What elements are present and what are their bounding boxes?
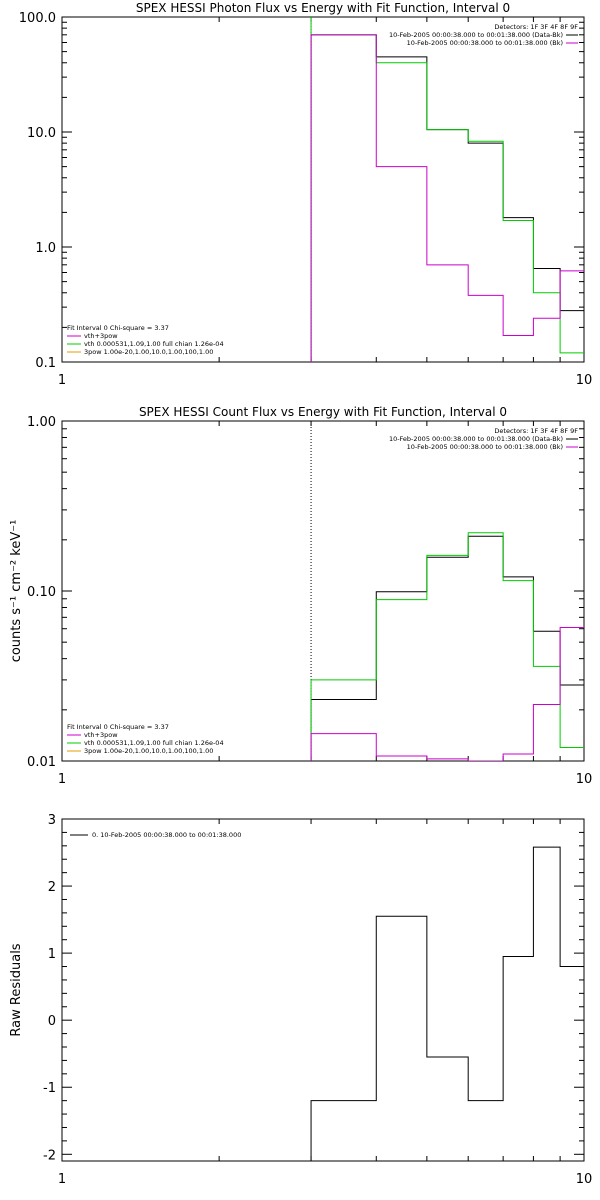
y-tick-label: -2 [43, 1148, 56, 1163]
series-line-data-bk [310, 34, 584, 362]
chart-panel-2: SPEX HESSI Count Flux vs Energy with Fit… [9, 405, 592, 787]
series-line-data-bk [310, 535, 584, 761]
y-tick-label: 3 [48, 813, 56, 828]
legend-entry: 3pow 1.00e-20,1.00,10.0,1.00,100,1.00 [84, 348, 213, 356]
legend-entry: Fit Interval 0 Chi-square = 3.37 [67, 723, 169, 731]
legend-entry: 0. 10-Feb-2005 00:00:38.000 to 00:01:38.… [92, 831, 241, 839]
plot-frame [61, 818, 585, 1162]
chart-title: SPEX HESSI Photon Flux vs Energy with Fi… [136, 1, 510, 15]
legend-entry: vth 0.000531,1.09,1.00 full chian 1.26e-… [84, 340, 224, 348]
legend-entry: 10-Feb-2005 00:00:38.000 to 00:01:38.000… [389, 31, 563, 39]
y-tick-label: 2 [48, 880, 56, 895]
legend-entry: vth+3pow [84, 731, 118, 739]
legend-entry: Detectors: 1F 3F 4F 8F 9F [494, 427, 578, 435]
y-tick-label: 10.0 [27, 126, 56, 141]
plot-area [310, 846, 584, 1161]
y-tick-label: 0.1 [35, 356, 56, 371]
chart-panel-1: SPEX HESSI Photon Flux vs Energy with Fi… [19, 1, 592, 388]
series-line-bk [310, 626, 584, 761]
plot-frame [61, 16, 585, 363]
y-tick-label: 0 [48, 1014, 56, 1029]
y-tick-label: 0.01 [27, 755, 56, 770]
legend-entry: Detectors: 1F 3F 4F 8F 9F [494, 23, 578, 31]
y-tick-label: 0.10 [27, 585, 56, 600]
y-axis-title: Raw Residuals [9, 943, 24, 1036]
x-tick-label: 10 [576, 373, 593, 388]
y-tick-label: 1.00 [27, 415, 56, 430]
x-tick-label: 1 [58, 1172, 66, 1187]
plot-area [310, 17, 584, 362]
legend-entry: 10-Feb-2005 00:00:38.000 to 00:01:38.000… [407, 39, 563, 47]
series-line-residuals [310, 846, 584, 1161]
legend-entry: vth+3pow [84, 332, 118, 340]
chart-title: SPEX HESSI Count Flux vs Energy with Fit… [139, 405, 507, 419]
legend-entry: 10-Feb-2005 00:00:38.000 to 00:01:38.000… [389, 435, 563, 443]
y-tick-label: -1 [43, 1081, 56, 1096]
y-axis-title: counts s⁻¹ cm⁻² keV⁻¹ [9, 520, 24, 663]
series-line-bk [310, 34, 584, 362]
plot-area [310, 421, 584, 761]
chart-panel-3: Raw Residuals 1 10 -2 -1 0 1 2 3 0. 10-Feb-2005 0… [9, 813, 592, 1187]
legend-entry: 10-Feb-2005 00:00:38.000 to 00:01:38.000… [407, 443, 563, 451]
y-tick-label: 1 [48, 947, 56, 962]
y-tick-label: 100.0 [19, 11, 56, 26]
x-tick-label: 10 [576, 1172, 593, 1187]
x-tick-label: 1 [58, 373, 66, 388]
x-tick-label: 1 [58, 772, 66, 787]
y-tick-label: 1.0 [35, 241, 56, 256]
x-tick-label: 10 [576, 772, 593, 787]
legend-entry: Fit Interval 0 Chi-square = 3.37 [67, 324, 169, 332]
series-line-model [310, 532, 584, 761]
legend-entry: 3pow 1.00e-20,1.00,10.0,1.00,100,1.00 [84, 747, 213, 755]
series-line-model [310, 34, 584, 362]
legend-entry: vth 0.000531,1.09,1.00 full chian 1.26e-… [84, 739, 224, 747]
plot-frame [61, 420, 585, 762]
